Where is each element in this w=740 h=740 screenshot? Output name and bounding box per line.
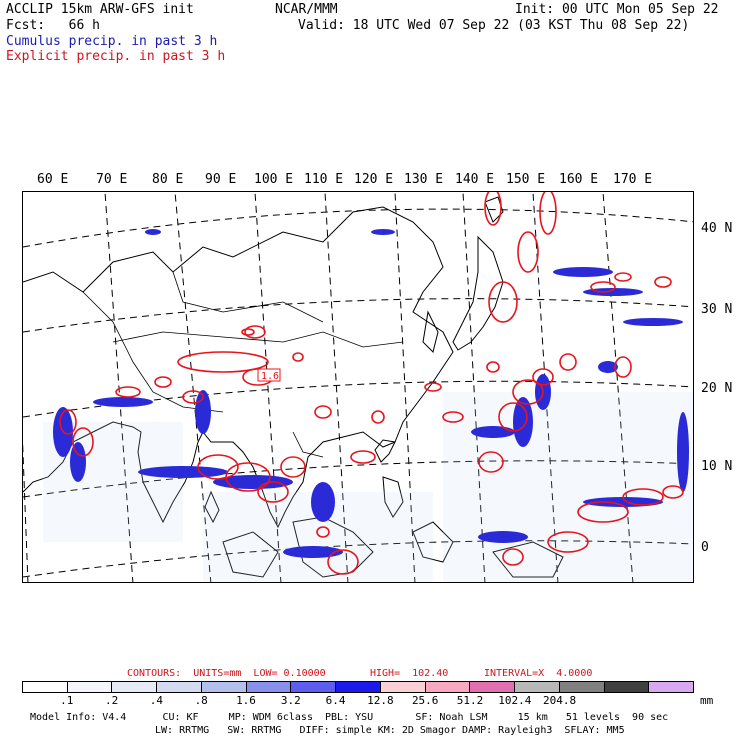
lon-label: 60 E [37,172,69,187]
lat-label: 30 N [701,302,733,317]
cumulus-precip-label: Cumulus precip. in past 3 h [6,34,218,49]
graticule [23,192,693,582]
lon-label: 150 E [506,172,546,187]
footer-model-info: Model Info: V4.4 CU: KF MP: WDM 6class P… [30,712,669,723]
asia-coastline [23,206,454,529]
contour-label: 1.6 [261,371,279,382]
map-canvas: 1.6 [23,192,693,582]
sulawesi-coast [412,521,454,563]
country-border [82,291,224,413]
lon-line [324,192,349,582]
colorbar-tick-label: 1.6 [236,694,256,707]
header-model-title: ACCLIP 15km ARW-GFS init [6,2,194,17]
colorbar-swatch [559,682,605,692]
colorbar-swatch [425,682,471,692]
lon-line [23,440,29,582]
lon-label: 120 E [354,172,394,187]
country-border [292,431,324,458]
lat-label: 0 [701,540,709,555]
japan-coast [452,235,504,351]
colorbar-swatch [604,682,650,692]
lon-label: 140 E [455,172,495,187]
colorbar-tick-label: 3.2 [280,694,301,707]
lon-label: 90 E [205,172,237,187]
colorbar-swatch [291,682,337,692]
colorbar-swatch [336,682,381,692]
lon-line [602,192,634,582]
lat-line-0 [23,540,693,578]
contours-info: CONTOURS: UNITS=mm LOW= 0.10000 [127,668,326,679]
lat-line-10n [23,460,693,498]
explicit-precip-label: Explicit precip. in past 3 h [6,49,226,64]
colorbar-swatch [470,682,516,692]
lon-label: 170 E [613,172,653,187]
colorbar-tick-label: 204.8 [543,694,577,707]
contours-interval: INTERVAL=X 4.0000 [484,668,593,679]
lon-label: 70 E [96,172,128,187]
hokkaido-coast [484,196,504,223]
colorbar-tick-label: 25.6 [411,694,439,707]
colorbar-tick-label: 102.4 [498,694,532,707]
lon-label: 100 E [254,172,294,187]
newguinea-coast [492,541,564,578]
lat-label: 10 N [701,459,733,474]
header-valid-time: Valid: 18 UTC Wed 07 Sep 22 (03 KST Thu … [298,18,690,33]
colorbar-tick-label: .1 [60,694,74,707]
lon-label: 130 E [404,172,444,187]
lon-line [394,192,416,582]
country-border [172,271,324,323]
lon-label: 110 E [304,172,344,187]
sumatra-coast [222,531,279,578]
lat-line-30n [23,298,693,333]
colorbar-tick-label: .8 [194,694,208,707]
lon-label: 160 E [559,172,599,187]
footer-physics-info: LW: RRTMG SW: RRTMG DIFF: simple KM: 2D … [155,725,625,736]
colorbar-tick-label: .4 [149,694,164,707]
header-init-time: Init: 00 UTC Mon 05 Sep 22 [515,2,719,17]
explicit-precip [59,192,684,575]
coastlines [23,196,564,578]
contour-label-box [257,368,281,382]
lat-line-40n [23,208,693,248]
light-precip-field [43,392,693,582]
colorbar-swatch [649,682,694,692]
colorbar-tick-label: .2 [104,694,119,707]
colorbar-units: mm [700,694,714,707]
colorbar [22,681,694,693]
colorbar-swatch [380,682,426,692]
lon-label: 80 E [152,172,184,187]
colorbar-tick-label: 51.2 [456,694,484,707]
korea-coast [422,310,439,353]
lon-line [174,192,212,582]
contours-high: HIGH= 102.40 [370,668,449,679]
colorbar-swatch [112,682,158,692]
lat-line-20n [23,380,693,418]
cumulus-precip [53,229,689,558]
precip-map: 1.6 [22,191,694,583]
colorbar-swatch [157,682,202,692]
colorbar-swatch [201,682,247,692]
header-forecast-hour: Fcst: 66 h [6,18,100,33]
colorbar-tick-label: 6.4 [325,694,346,707]
header-center-name: NCAR/MMM [275,2,338,17]
colorbar-swatch [67,682,113,692]
colorbar-tick-label: 12.8 [367,694,394,707]
lon-line [462,192,486,582]
taiwan-coast [374,439,396,463]
country-border [112,331,404,348]
philippines-coast [382,476,404,518]
lon-line [254,192,282,582]
colorbar-swatch [23,682,68,692]
lat-label: 20 N [701,381,733,396]
colorbar-swatch [246,682,292,692]
contour-label-group: 1.6 [257,368,281,382]
srilanka-coast [204,490,220,524]
colorbar-swatch [515,682,560,692]
lat-label: 40 N [701,221,733,236]
